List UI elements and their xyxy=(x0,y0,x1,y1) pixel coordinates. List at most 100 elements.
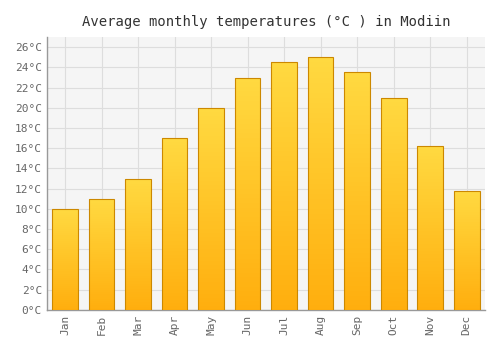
Bar xyxy=(344,139,370,144)
Bar xyxy=(89,221,114,223)
Bar xyxy=(454,217,479,219)
Bar xyxy=(198,282,224,286)
Bar xyxy=(381,208,406,212)
Bar xyxy=(198,298,224,302)
Bar xyxy=(52,215,78,217)
Bar xyxy=(272,166,297,171)
Bar xyxy=(272,231,297,236)
Bar xyxy=(126,229,151,231)
Bar xyxy=(198,278,224,282)
Bar xyxy=(381,238,406,242)
Bar xyxy=(235,91,260,96)
Bar xyxy=(381,217,406,221)
Bar xyxy=(52,239,78,241)
Bar xyxy=(126,220,151,223)
Bar xyxy=(381,267,406,272)
Bar xyxy=(52,241,78,243)
Bar xyxy=(89,261,114,263)
Bar xyxy=(89,230,114,232)
Bar xyxy=(344,253,370,258)
Bar xyxy=(272,171,297,176)
Bar xyxy=(418,166,443,169)
Bar xyxy=(52,209,78,211)
Bar xyxy=(454,253,479,255)
Bar xyxy=(52,237,78,239)
Bar xyxy=(272,132,297,136)
Bar xyxy=(308,62,334,68)
Bar xyxy=(52,256,78,257)
Bar xyxy=(198,197,224,201)
Bar xyxy=(235,226,260,231)
Bar xyxy=(272,216,297,221)
Bar xyxy=(198,124,224,128)
Bar xyxy=(418,287,443,290)
Bar xyxy=(344,153,370,158)
Bar xyxy=(381,145,406,149)
Bar xyxy=(308,199,334,204)
Bar xyxy=(235,142,260,147)
Bar xyxy=(198,148,224,152)
Bar xyxy=(344,144,370,148)
Bar xyxy=(198,306,224,310)
Bar xyxy=(381,297,406,301)
Bar xyxy=(198,144,224,148)
Bar xyxy=(126,252,151,255)
Bar xyxy=(126,218,151,220)
Bar xyxy=(162,166,188,169)
Bar xyxy=(344,234,370,239)
Bar xyxy=(162,241,188,245)
Bar xyxy=(89,294,114,296)
Bar xyxy=(235,170,260,175)
Bar xyxy=(52,304,78,306)
Bar xyxy=(344,201,370,205)
Bar xyxy=(52,264,78,265)
Bar xyxy=(162,224,188,228)
Bar xyxy=(454,193,479,195)
Bar xyxy=(198,273,224,278)
Bar xyxy=(162,138,188,141)
Bar xyxy=(235,277,260,282)
Bar xyxy=(52,294,78,296)
Bar xyxy=(418,186,443,189)
Bar xyxy=(308,234,334,239)
Bar xyxy=(162,183,188,186)
Bar xyxy=(162,231,188,234)
Bar xyxy=(454,212,479,215)
Bar xyxy=(235,166,260,170)
Bar xyxy=(52,227,78,229)
Bar xyxy=(454,260,479,262)
Bar xyxy=(418,251,443,254)
Bar xyxy=(89,263,114,265)
Bar xyxy=(454,300,479,303)
Bar xyxy=(126,302,151,304)
Bar xyxy=(454,250,479,253)
Bar xyxy=(89,288,114,290)
Bar xyxy=(235,240,260,245)
Bar xyxy=(89,241,114,243)
Bar xyxy=(198,132,224,136)
Bar xyxy=(381,204,406,208)
Bar xyxy=(381,132,406,136)
Bar xyxy=(381,301,406,306)
Bar xyxy=(308,290,334,295)
Bar xyxy=(454,248,479,250)
Bar xyxy=(418,297,443,300)
Bar xyxy=(198,128,224,132)
Bar xyxy=(235,291,260,296)
Bar xyxy=(308,98,334,103)
Bar xyxy=(418,267,443,271)
Bar xyxy=(308,108,334,113)
Bar xyxy=(454,267,479,270)
Bar xyxy=(308,148,334,153)
Bar xyxy=(344,148,370,153)
Bar xyxy=(198,213,224,217)
Bar xyxy=(308,178,334,184)
Bar xyxy=(418,254,443,258)
Bar xyxy=(235,110,260,115)
Bar xyxy=(344,291,370,296)
Bar xyxy=(126,199,151,202)
Bar xyxy=(162,203,188,207)
Bar xyxy=(418,179,443,182)
Bar xyxy=(308,219,334,224)
Bar xyxy=(198,225,224,229)
